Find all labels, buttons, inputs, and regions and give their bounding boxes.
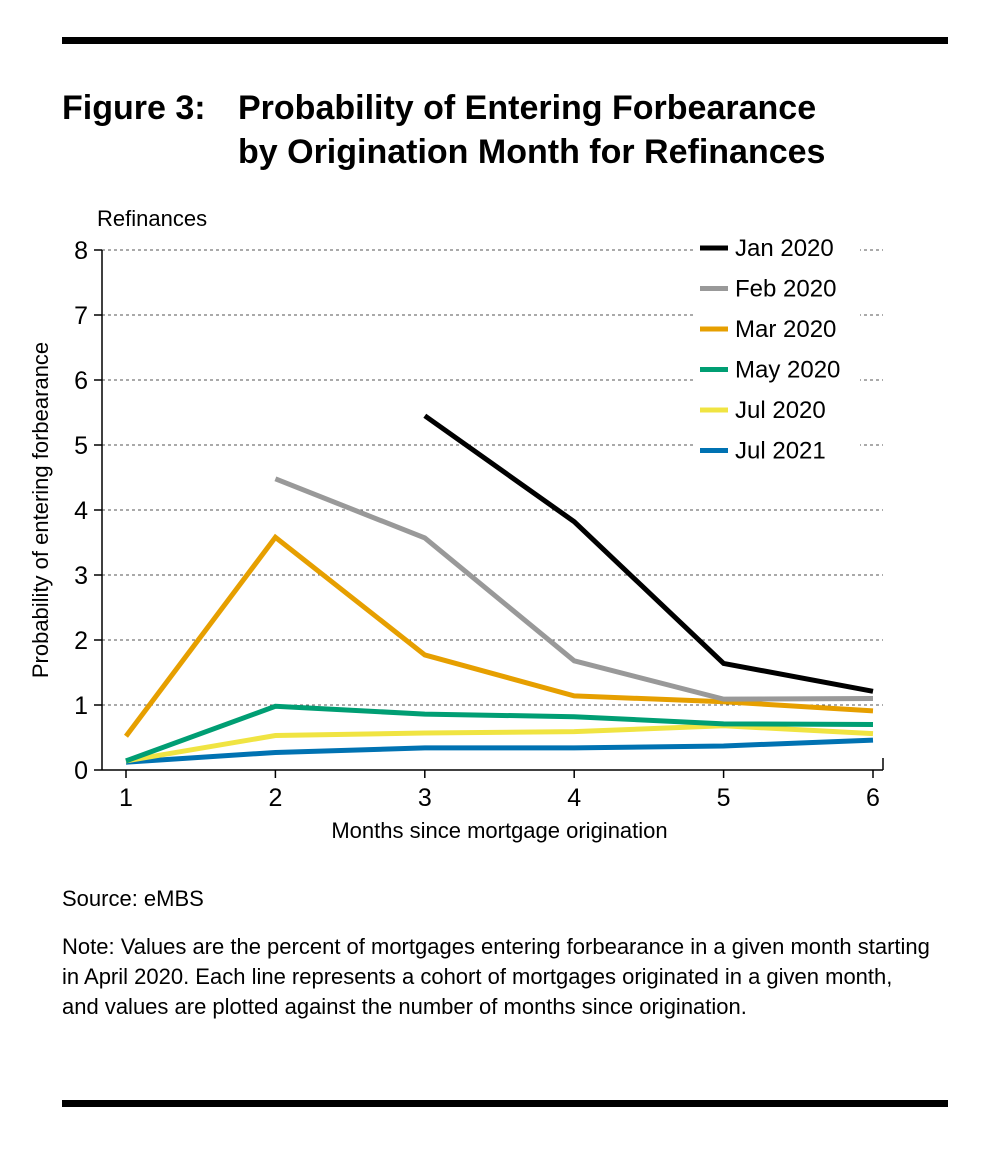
line-chart: Refinances Probability of entering forbe… [28,206,884,843]
figure-title-line-2: by Origination Month for Refinances [238,133,826,171]
y-tick-label-3: 3 [74,562,88,590]
x-tick-label-4: 4 [567,784,581,812]
y-tick-label-4: 4 [74,497,88,525]
legend-label-5: Jul 2021 [735,438,826,465]
x-tick-label-1: 1 [119,784,133,812]
series-line-1 [274,476,874,702]
y-tick-label-1: 1 [74,692,88,720]
legend-label-1: Feb 2020 [735,276,836,303]
y-tick-label-2: 2 [74,627,88,655]
top-rule [62,37,948,44]
legend-label-4: Jul 2020 [735,397,826,424]
legend-label-2: Mar 2020 [735,316,836,343]
figure-title-line-1: Probability of Entering Forbearance [238,89,817,127]
x-axis-label: Months since mortgage origination [331,818,667,843]
source-text: Source: eMBS [62,886,204,911]
y-tick-label-6: 6 [74,367,88,395]
figure-label: Figure 3: [62,89,206,127]
series-line-5 [125,737,874,765]
chart-subtitle: Refinances [97,206,207,231]
y-tick-label-8: 8 [74,237,88,265]
bottom-rule [62,1100,948,1107]
series-line-3 [125,703,874,764]
legend: Jan 2020 Feb 2020 Mar 2020 May 2020 Jul 2020… [694,226,860,473]
x-tick-label-5: 5 [717,784,731,812]
y-tick-label-0: 0 [74,757,88,785]
series-line-4 [125,723,874,764]
y-tick-label-5: 5 [74,432,88,460]
axes: 0 1 2 3 4 5 6 7 8 1 2 3 4 5 6 [74,237,884,812]
x-tick-label-2: 2 [268,784,282,812]
legend-background [694,226,860,473]
figure-title: Probability of Entering Forbearance by O… [238,86,938,174]
legend-label-3: May 2020 [735,357,840,384]
y-tick-label-7: 7 [74,302,88,330]
x-tick-label-3: 3 [418,784,432,812]
legend-label-0: Jan 2020 [735,235,834,262]
series-lines [124,413,874,765]
x-tick-label-6: 6 [866,784,880,812]
series-line-0 [423,413,874,694]
series-line-2 [124,533,874,738]
y-axis-label: Probability of entering forbearance [28,342,53,678]
note-text: Note: Values are the percent of mortgage… [62,934,930,1019]
